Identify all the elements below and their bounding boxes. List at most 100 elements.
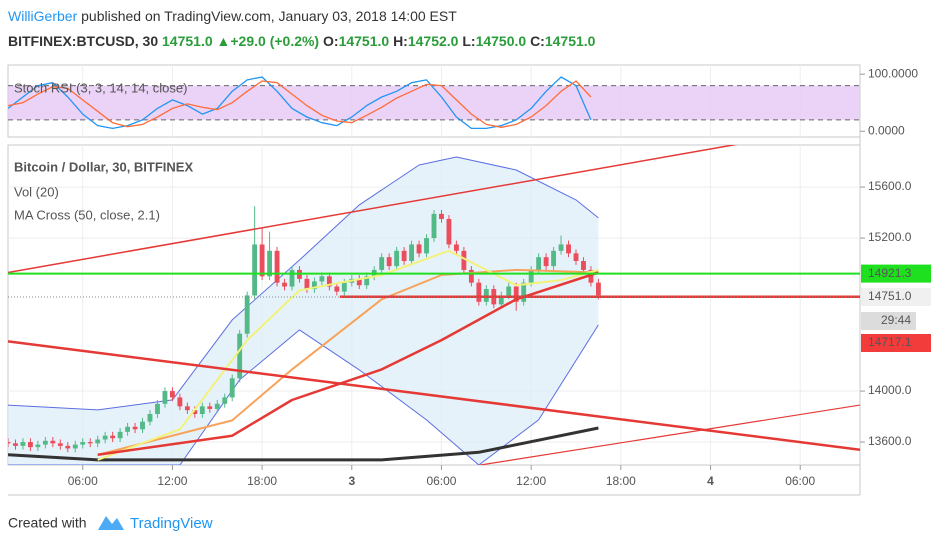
candle-body [319,276,325,282]
candle-body [581,261,586,270]
candle-body [543,257,549,267]
stoch-layer [8,65,860,137]
candle-body [162,391,168,404]
candle-body [50,440,56,444]
close-key: C: [530,33,545,49]
candle-body [304,278,310,290]
ma-line [8,426,599,462]
candle-body [155,403,160,415]
candle-body [207,406,213,409]
candle-body [169,391,175,398]
candle-body [117,431,123,439]
x-tick-label: 12:00 [157,474,187,488]
candle-body [439,213,444,219]
candle-body [20,442,26,446]
candle-body [95,439,101,444]
footer-bar [0,505,932,550]
candle-body [573,253,579,262]
band-fill [8,157,599,465]
axes-layer: 06:00 12:00 18:00 3 06:00 12:00 18:00 4 06:00 136… [68,66,931,488]
candle-body [177,397,183,407]
candle-body [289,269,295,287]
x-tick-label: 06:00 [68,474,98,488]
candle-body [140,421,145,430]
candle-body [401,250,407,262]
candle-body [102,435,108,440]
y-tick-label: 15200.0 [868,230,912,244]
candle-body [424,238,429,254]
candle-body [13,443,18,446]
candle-body [110,435,116,439]
candle-body [595,282,601,296]
symbol: BITFINEX:BTCUSD, 30 [8,33,158,49]
candle-body [267,250,273,277]
candle-body [506,286,512,296]
candle-body [394,250,400,267]
candle-body [566,244,571,254]
candle-body [72,444,78,449]
candle-body [35,444,41,448]
x-tick-label: 06:00 [426,474,456,488]
candle-body [536,257,542,270]
stoch-y-tick-label: 0.0000 [868,123,905,137]
candle-body [147,414,153,422]
candle-body [125,426,131,432]
high-value: 14752.0 [408,33,459,49]
candle-body [453,244,459,251]
low-key: L: [462,33,475,49]
close-value: 14751.0 [545,33,596,49]
candle-body [237,333,243,379]
stoch-y-tick-label: 100.0000 [868,66,918,80]
ma-line [97,271,599,457]
candle-body [364,276,370,286]
candle-body [461,250,467,270]
candle-body [483,289,489,302]
candle-body [326,276,332,287]
candle-body [446,218,452,245]
author-link[interactable]: WilliGerber [8,8,78,24]
x-tick-label: 12:00 [516,474,546,488]
candle-body [341,282,347,292]
high-key: H: [393,33,408,49]
price-badge [861,264,931,283]
ma-line [97,249,599,461]
candle-body [222,397,228,404]
candle-body [409,244,415,262]
trend-line [8,340,860,451]
status-badge [861,312,916,330]
candle-body [386,257,392,267]
candle-body [214,403,220,409]
candle-body [184,406,190,411]
candle-body [528,269,534,283]
candle-body [558,244,564,251]
x-tick-label: 06:00 [785,474,815,488]
legend-ma-cross: MA Cross (50, close, 2.1) [14,207,160,222]
candle-body [416,244,422,254]
candle-body [199,406,205,415]
brand-logo[interactable] [98,516,124,530]
candle-body [476,282,482,302]
candle-body [229,378,235,398]
arrow: ▲ [217,33,231,49]
candle-body [252,244,258,296]
candle-body [334,286,340,292]
candle-body [42,440,48,445]
open-value: 14751.0 [339,33,390,49]
status-badge [861,334,931,352]
y-tick-label: 14000.0 [868,383,912,397]
stoch-line [8,80,592,128]
footer-brand[interactable]: TradingView [130,515,213,532]
candle-body [468,269,474,283]
candle-body [521,282,527,302]
status-badge-label: 14751.0 [868,289,912,303]
published: published on TradingView.com, January 03… [77,8,457,24]
candle-body [192,410,198,415]
candle-body [8,442,11,444]
band-lower [8,324,599,465]
candle-body [282,282,287,287]
trend-line [480,404,860,465]
main-layer [8,145,860,465]
last-price: 14751.0 [162,33,213,49]
y-tick-label: 13600.0 [868,434,912,448]
